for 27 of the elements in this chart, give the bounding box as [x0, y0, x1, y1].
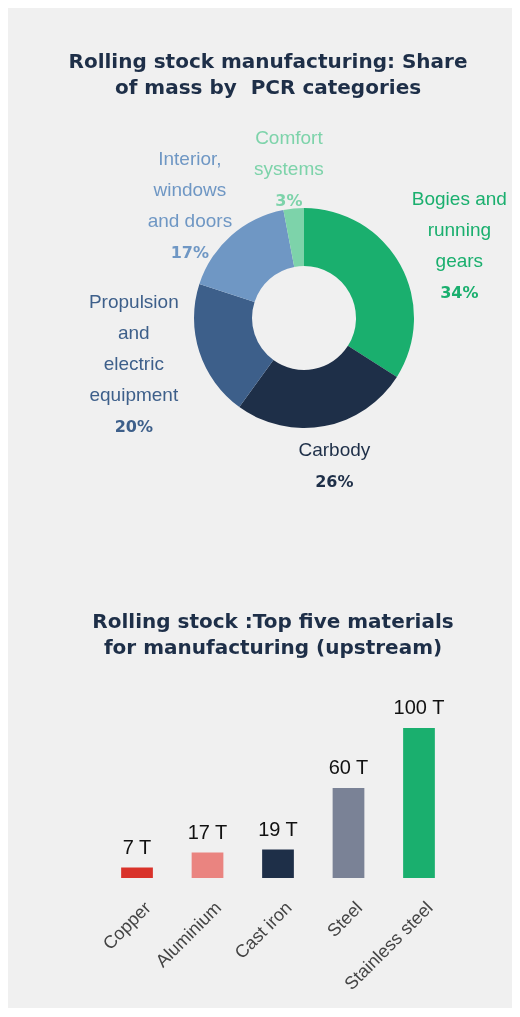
donut-slice — [239, 345, 397, 428]
chart-title: Rolling stock :Top five materials for manufacturing (upstream) — [92, 609, 454, 659]
data-label: 100 T — [393, 696, 445, 718]
bar — [191, 852, 224, 878]
bar — [262, 849, 294, 878]
bar — [403, 728, 435, 878]
data-label: 3% — [275, 190, 303, 210]
donut-slice — [283, 208, 304, 267]
slice-label: Propulsion and electric equipment — [88, 291, 179, 406]
bar — [121, 867, 153, 878]
donut-slice — [194, 284, 274, 407]
x-tick-label: Cast iron — [230, 897, 296, 963]
data-label: 19 T — [258, 817, 298, 840]
chart-title: Rolling stock manufacturing: Share of mass by PCR categories — [68, 49, 468, 99]
data-label: 60 T — [328, 756, 369, 778]
bar — [332, 788, 365, 878]
donut-slice — [304, 208, 414, 377]
slice-label: Comfort systems — [254, 126, 324, 179]
data-label: 26% — [315, 471, 354, 491]
data-label: 17 T — [187, 820, 228, 843]
data-label: 7 T — [122, 835, 152, 858]
data-label: 20% — [114, 417, 153, 437]
slice-label: Interior, windows and doors — [147, 147, 233, 231]
data-label: 17% — [170, 242, 210, 262]
data-label: 34% — [440, 283, 479, 303]
slice-label: Bogies and running gears — [411, 188, 507, 272]
slice-label: Carbody — [298, 438, 371, 460]
